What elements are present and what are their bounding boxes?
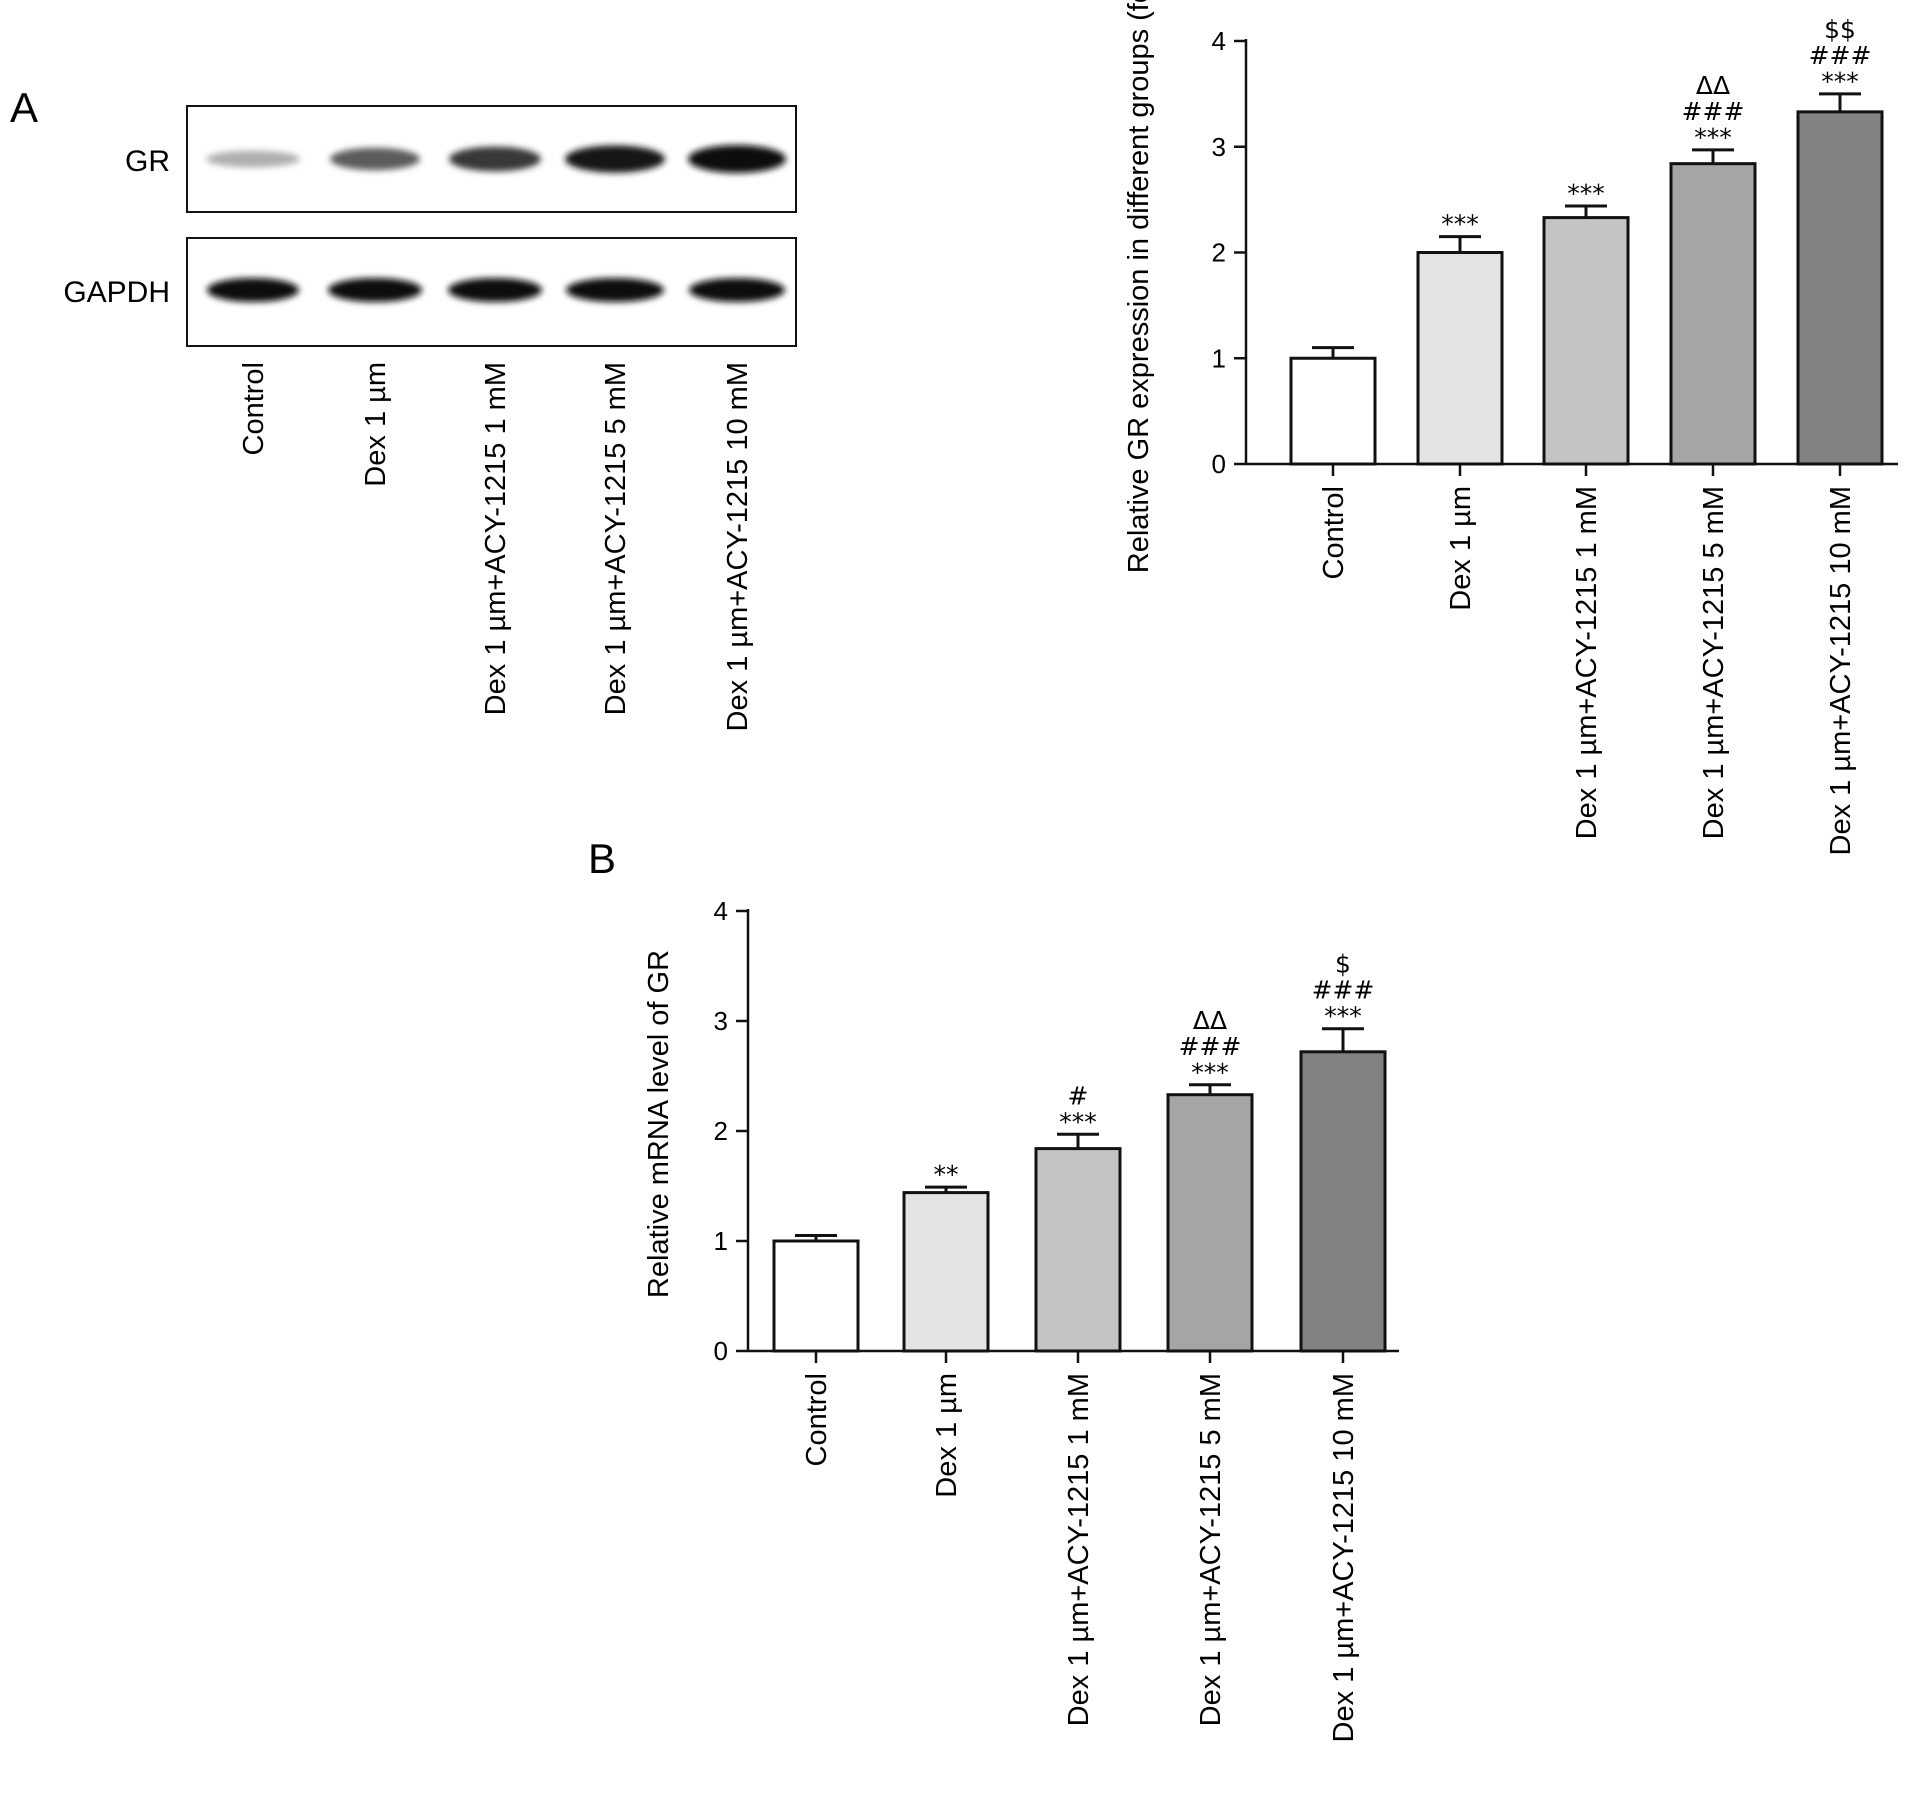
chart-a-bar	[1542, 216, 1630, 466]
chart-a-bar	[1289, 356, 1377, 466]
chart-b-significance-label: **	[934, 1160, 959, 1189]
gapdh-band	[448, 278, 542, 302]
chart-a-category-label: Dex 1 µm+ACY-1215 5 mM	[1698, 486, 1730, 839]
chart-b-y-axis-title: Relative mRNA level of GR	[643, 950, 675, 1298]
chart-b-significance-label: ***	[1191, 1058, 1229, 1087]
chart-a-significance-label: ***	[1441, 210, 1479, 239]
chart-b-plot: 0 1 2 3 4 Control Dex 1 µm ** Dex 1 µm+ACY-1215 …	[714, 896, 1399, 1742]
blot-row-label-gapdh: GAPDH	[63, 276, 170, 309]
chart-a-significance-label: $$	[1824, 15, 1856, 44]
chart-b-significance-label: #	[1068, 1081, 1089, 1110]
panel-label-a: A	[10, 84, 38, 131]
chart-b-bar	[902, 1191, 990, 1353]
chart-a-category-label: Control	[1318, 486, 1350, 580]
chart-b-category-label: Dex 1 µm+ACY-1215 5 mM	[1195, 1373, 1227, 1726]
chart-b-bar	[772, 1239, 860, 1353]
chart-b-significance-label: ***	[1324, 1002, 1362, 1031]
gapdh-band	[207, 278, 299, 302]
gr-band	[449, 146, 541, 172]
gr-bands	[206, 145, 786, 173]
chart-a-y-tick-label: 3	[1212, 132, 1226, 162]
gapdh-bands	[207, 278, 785, 302]
gr-band	[206, 150, 300, 168]
chart-b-bar	[1299, 1050, 1387, 1353]
chart-b-significance-label: ΔΔ	[1193, 1006, 1227, 1035]
blot-category-label: Dex 1 µm	[360, 362, 392, 487]
gr-band	[565, 145, 665, 173]
blot-category-label: Dex 1 µm+ACY-1215 5 mM	[600, 362, 632, 715]
chart-a-significance-label: ΔΔ	[1696, 71, 1730, 100]
chart-b-category-label: Dex 1 µm+ACY-1215 10 mM	[1328, 1373, 1360, 1742]
chart-a-y-tick-label: 4	[1212, 26, 1226, 56]
gapdh-band	[328, 278, 422, 302]
chart-a-bar	[1796, 110, 1884, 466]
chart-a-y-tick-label: 1	[1212, 343, 1226, 373]
chart-a-y-axis-title: Relative GR expression in different grou…	[1123, 0, 1155, 573]
blot-row-label-gr: GR	[125, 145, 170, 178]
blot-category-label: Control	[238, 362, 270, 456]
chart-b-y-tick-label: 1	[714, 1226, 728, 1256]
chart-b-significance-label: $	[1335, 950, 1351, 979]
chart-b-category-label: Dex 1 µm+ACY-1215 1 mM	[1063, 1373, 1095, 1726]
chart-b-significance-label: ***	[1059, 1107, 1097, 1136]
chart-b-y-tick-label: 4	[714, 896, 728, 926]
gapdh-band	[566, 278, 664, 302]
gr-band	[688, 145, 786, 173]
gr-band	[330, 147, 420, 171]
panel-label-b: B	[588, 835, 616, 882]
chart-a-y-tick-label: 0	[1212, 449, 1226, 479]
chart-b-y-tick-label: 2	[714, 1116, 728, 1146]
chart-b-bar	[1034, 1147, 1122, 1353]
chart-b-bar	[1166, 1093, 1254, 1353]
chart-a-category-label: Dex 1 µm	[1445, 486, 1477, 611]
chart-a-significance-label: ***	[1694, 123, 1732, 152]
chart-a: Relative GR expression in different grou…	[1123, 0, 1898, 855]
chart-a-bar	[1669, 162, 1757, 466]
chart-b-category-label: Control	[801, 1373, 833, 1467]
chart-b-significance-label: ###	[1179, 1032, 1242, 1061]
chart-b-category-label: Dex 1 µm	[931, 1373, 963, 1498]
gapdh-band	[689, 278, 785, 302]
chart-a-category-label: Dex 1 µm+ACY-1215 10 mM	[1825, 486, 1857, 855]
chart-a-plot: 0 1 2 3 4 Control Dex 1 µm *** Dex 1 µm+ACY-1215…	[1212, 15, 1898, 855]
chart-a-y-tick-label: 2	[1212, 238, 1226, 268]
chart-b: Relative mRNA level of GR 0 1 2 3 4 Control De…	[643, 896, 1399, 1742]
western-blot: GR GAPDH Control Dex 1 µm Dex 1 µm+ACY-121…	[63, 105, 797, 731]
chart-a-bar	[1416, 251, 1504, 466]
chart-a-significance-label: ***	[1821, 67, 1859, 96]
chart-b-y-tick-label: 3	[714, 1006, 728, 1036]
blot-category-labels: Control Dex 1 µm Dex 1 µm+ACY-1215 1 mM Dex…	[238, 362, 754, 731]
chart-b-y-tick-label: 0	[714, 1336, 728, 1366]
chart-b-significance-label: ###	[1312, 976, 1375, 1005]
blot-category-label: Dex 1 µm+ACY-1215 10 mM	[722, 362, 754, 731]
chart-a-significance-label: ###	[1809, 41, 1872, 70]
chart-a-significance-label: ***	[1567, 179, 1605, 208]
chart-a-significance-label: ###	[1682, 97, 1745, 126]
blot-category-label: Dex 1 µm+ACY-1215 1 mM	[480, 362, 512, 715]
chart-a-category-label: Dex 1 µm+ACY-1215 1 mM	[1571, 486, 1603, 839]
